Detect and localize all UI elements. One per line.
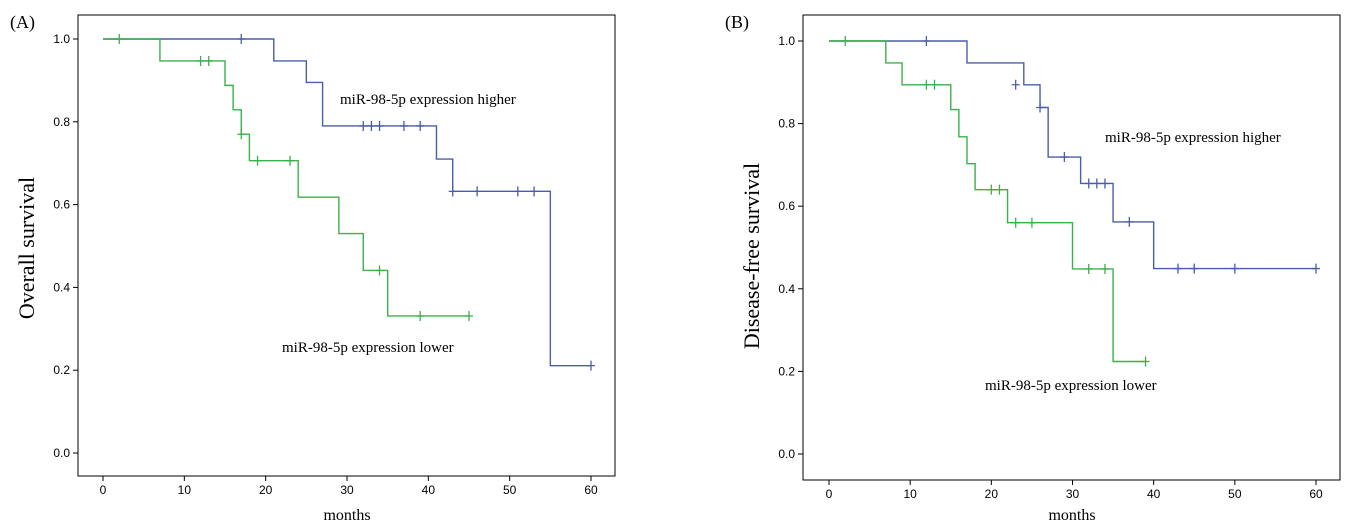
panel-label-b: (B) [725,12,749,33]
censor-mark [1100,178,1109,189]
x-tick-label: 0 [100,483,107,497]
x-tick-label: 30 [1066,487,1080,501]
censor-mark [1230,263,1239,274]
x-tick-label: 20 [259,483,273,497]
censor-mark [375,120,384,131]
x-tick-label: 10 [903,487,917,501]
censor-mark [587,360,595,371]
censor-mark [922,36,931,46]
x-tick-label: 50 [503,483,517,497]
y-tick-label: 1.0 [778,34,795,48]
y-tick-label: 0.8 [53,115,70,129]
x-tick-label: 40 [422,483,436,497]
censor-mark [196,55,205,66]
y-tick-label: 0.2 [778,364,795,378]
y-tick-label: 0.6 [53,198,70,212]
censor-mark [1011,79,1020,90]
annotation-lower-a: miR-98-5p expression lower [282,340,454,356]
censor-mark [237,129,246,140]
annotation-lower-b: miR-98-5p expression lower [985,378,1157,394]
censor-mark [1100,263,1109,274]
censor-mark [286,155,295,166]
panel-label-a: (A) [10,12,35,33]
censor-mark [930,79,939,90]
y-tick-label: 0.8 [778,117,795,131]
censor-mark [253,155,262,166]
censor-mark [473,186,482,197]
annotation-higher-b: miR-98-5p expression higher [1105,130,1281,146]
censor-mark [530,186,539,197]
x-axis-title-a: months [323,507,370,524]
x-tick-label: 40 [1147,487,1161,501]
y-tick-label: 0.6 [778,199,795,213]
y-tick-label: 0.0 [53,446,70,460]
censor-mark [1060,152,1069,163]
censor-mark [399,120,408,131]
panel-a: (A) Overall survival months miR-98-5p ex… [10,12,616,524]
censor-mark [448,186,457,197]
censor-mark [1084,178,1093,189]
censor-mark [922,79,931,90]
x-tick-label: 50 [1228,487,1242,501]
y-axis-title-b: Disease-free survival [739,163,764,349]
higher-expression-survival-curve [829,40,1316,270]
higher-expression-survival-curve [103,38,591,367]
x-tick-label: 0 [826,487,833,501]
x-tick-label: 10 [178,483,192,497]
censor-mark [987,184,996,195]
x-tick-label: 60 [1309,487,1323,501]
plot-frame [77,14,616,477]
censor-mark [1174,263,1183,274]
y-tick-label: 0.4 [53,280,70,294]
censor-mark [115,34,124,44]
y-tick-label: 1.0 [53,32,70,46]
x-tick-label: 30 [340,483,354,497]
censor-mark [465,310,473,321]
lower-expression-survival-curve [829,40,1146,363]
censor-mark [367,120,376,131]
x-tick-label: 60 [584,483,598,497]
censor-mark [841,36,850,46]
y-tick-label: 0.4 [778,282,795,296]
panel-b: (B) Disease-free survival months miR-98-… [725,12,1341,524]
annotation-higher-a: miR-98-5p expression higher [340,92,516,108]
censor-mark [416,310,425,321]
censor-mark [416,120,425,131]
censor-mark [1036,102,1045,113]
censor-mark [513,186,522,197]
censor-mark [1190,263,1199,274]
x-tick-label: 20 [985,487,999,501]
y-axis-title-a: Overall survival [14,177,39,319]
censor-mark [1092,178,1101,189]
plot-frame [802,14,1341,481]
censor-mark [204,55,213,66]
censor-mark [1141,356,1150,367]
censor-mark [1312,263,1320,274]
censor-mark [1084,263,1093,274]
censor-mark [375,265,384,276]
x-axis-title-b: months [1048,507,1095,524]
y-tick-label: 0.2 [53,363,70,377]
censor-mark [359,120,368,131]
censor-mark [1125,216,1134,227]
censor-mark [1011,217,1020,228]
censor-mark [237,34,246,44]
lower-expression-survival-curve [103,38,469,317]
y-tick-label: 0.0 [778,447,795,461]
censor-mark [995,184,1004,195]
censor-mark [1027,217,1036,228]
